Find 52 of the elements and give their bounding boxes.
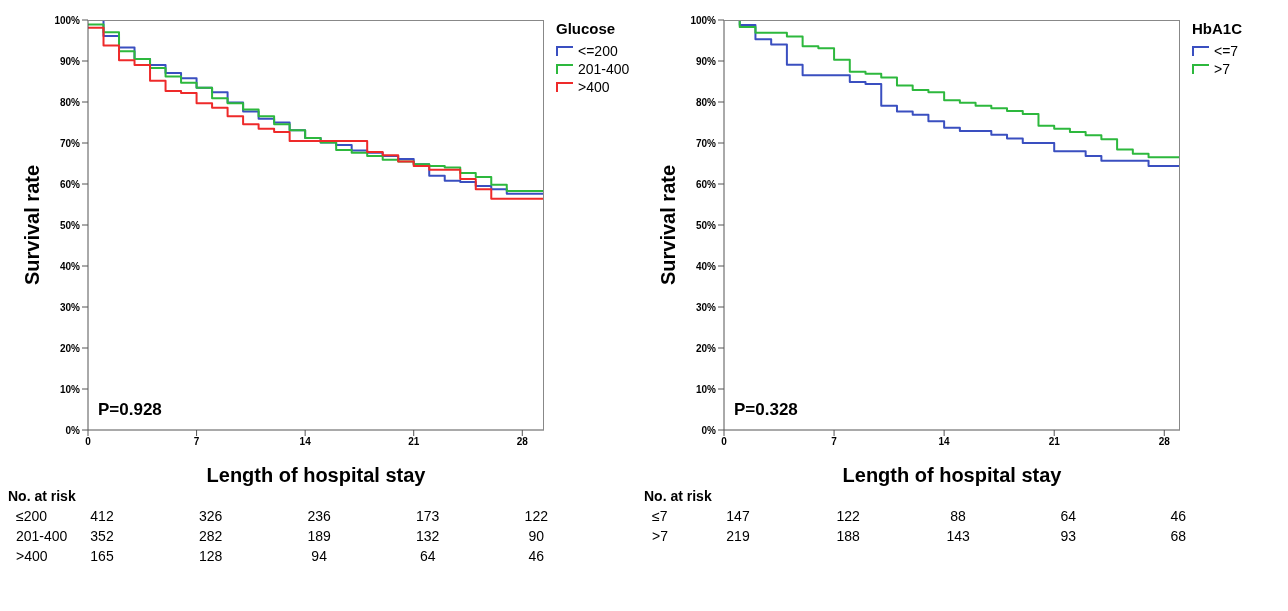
y-tick-label: 20% xyxy=(59,342,81,354)
y-tick-label: 100% xyxy=(690,14,717,26)
legend-title: Glucose xyxy=(556,20,617,37)
y-tick-label: 100% xyxy=(54,14,81,26)
x-axis-title: Length of hospital stay xyxy=(842,464,1063,486)
y-tick-label: 50% xyxy=(59,219,81,231)
text: 201-400 352 282 189 132 90 xyxy=(16,528,545,544)
x-tick-label: 0 xyxy=(721,436,728,448)
legend-label: 201-400 xyxy=(578,61,630,77)
x-axis-title: Length of hospital stay xyxy=(206,464,427,486)
legend-label: <=7 xyxy=(1214,43,1239,59)
y-tick-label: 0% xyxy=(65,424,81,436)
y-tick-label: 60% xyxy=(695,178,717,190)
y-tick-label: 50% xyxy=(695,219,717,231)
x-tick-label: 14 xyxy=(938,436,951,448)
text: >400 165 128 94 64 46 xyxy=(16,548,545,564)
annotation: P=0.328 xyxy=(734,400,798,420)
y-tick-label: 10% xyxy=(59,383,81,395)
legend-label: >400 xyxy=(578,79,610,95)
legend-label: <=200 xyxy=(578,43,618,59)
y-tick-label: 70% xyxy=(695,137,717,149)
y-tick-label: 90% xyxy=(695,55,717,67)
x-tick-label: 21 xyxy=(1048,436,1061,448)
y-tick-label: 60% xyxy=(59,178,81,190)
x-tick-label: 7 xyxy=(831,436,838,448)
y-tick-label: 20% xyxy=(695,342,717,354)
text: No. at risk xyxy=(8,488,76,504)
text: >7 219 188 143 93 68 xyxy=(652,528,1187,544)
x-tick-label: 28 xyxy=(516,436,529,448)
y-tick-label: 10% xyxy=(695,383,717,395)
x-tick-label: 28 xyxy=(1158,436,1171,448)
text: ≤200 412 326 236 173 122 xyxy=(16,508,548,524)
legend-label: >7 xyxy=(1214,61,1230,77)
legend-title: HbA1C xyxy=(1192,20,1243,37)
y-tick-label: 30% xyxy=(59,301,81,313)
y-tick-label: 80% xyxy=(695,96,717,108)
y-tick-label: 40% xyxy=(695,260,717,272)
y-axis-title: Survival rate xyxy=(657,164,680,286)
y-tick-label: 0% xyxy=(701,424,717,436)
y-tick-label: 40% xyxy=(59,260,81,272)
y-axis-title: Survival rate xyxy=(21,164,44,286)
x-tick-label: 0 xyxy=(85,436,92,448)
y-tick-label: 30% xyxy=(695,301,717,313)
x-tick-label: 21 xyxy=(408,436,420,448)
text: No. at risk xyxy=(644,488,712,504)
y-tick-label: 80% xyxy=(59,96,81,108)
x-tick-label: 7 xyxy=(193,436,200,448)
annotation: P=0.928 xyxy=(98,400,162,420)
y-tick-label: 70% xyxy=(59,137,81,149)
y-tick-label: 90% xyxy=(59,55,81,67)
x-tick-label: 14 xyxy=(299,436,312,448)
text: ≤7 147 122 88 64 46 xyxy=(652,508,1187,524)
